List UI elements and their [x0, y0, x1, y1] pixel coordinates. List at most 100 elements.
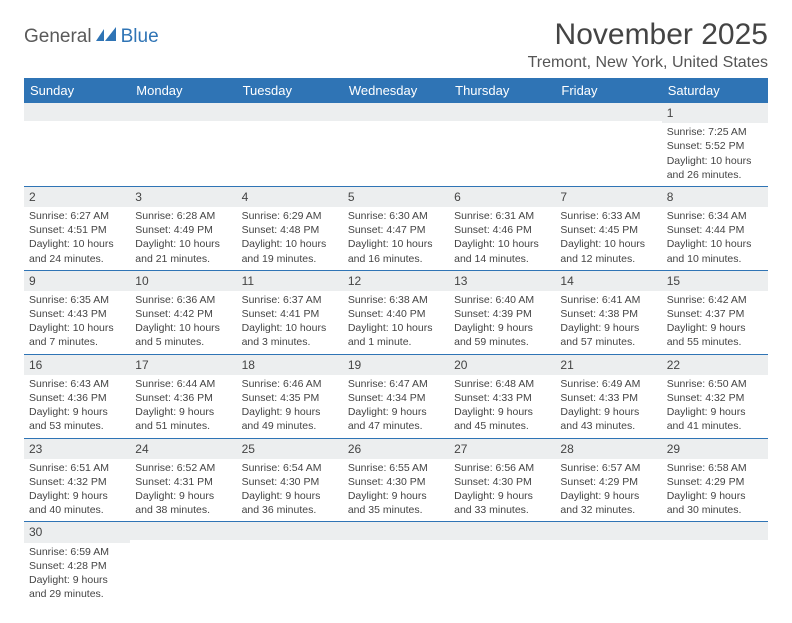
- daylight-text: Daylight: 9 hours and 59 minutes.: [454, 321, 550, 349]
- day-number: [343, 522, 449, 540]
- day-number: 19: [343, 355, 449, 375]
- calendar-day-cell: 9Sunrise: 6:35 AMSunset: 4:43 PMDaylight…: [24, 270, 130, 354]
- sunrise-text: Sunrise: 6:33 AM: [560, 209, 656, 223]
- day-number: 8: [662, 187, 768, 207]
- sunset-text: Sunset: 4:28 PM: [29, 559, 125, 573]
- weekday-header: Sunday: [24, 78, 130, 103]
- calendar-table: Sunday Monday Tuesday Wednesday Thursday…: [24, 78, 768, 605]
- daylight-text: Daylight: 9 hours and 43 minutes.: [560, 405, 656, 433]
- daylight-text: Daylight: 9 hours and 29 minutes.: [29, 573, 125, 601]
- daylight-text: Daylight: 9 hours and 33 minutes.: [454, 489, 550, 517]
- sunset-text: Sunset: 4:42 PM: [135, 307, 231, 321]
- sunrise-text: Sunrise: 6:50 AM: [667, 377, 763, 391]
- sunset-text: Sunset: 5:52 PM: [667, 139, 763, 153]
- day-details: Sunrise: 6:37 AMSunset: 4:41 PMDaylight:…: [237, 291, 343, 354]
- day-number: 3: [130, 187, 236, 207]
- sunset-text: Sunset: 4:29 PM: [667, 475, 763, 489]
- day-number: 18: [237, 355, 343, 375]
- calendar-day-cell: [662, 522, 768, 605]
- day-details: Sunrise: 6:44 AMSunset: 4:36 PMDaylight:…: [130, 375, 236, 438]
- day-number: [449, 103, 555, 121]
- location: Tremont, New York, United States: [528, 54, 768, 72]
- daylight-text: Daylight: 9 hours and 40 minutes.: [29, 489, 125, 517]
- day-number: 30: [24, 522, 130, 542]
- sunrise-text: Sunrise: 6:49 AM: [560, 377, 656, 391]
- calendar-day-cell: 3Sunrise: 6:28 AMSunset: 4:49 PMDaylight…: [130, 186, 236, 270]
- logo: General Blue: [24, 18, 159, 48]
- day-number: [662, 522, 768, 540]
- sunset-text: Sunset: 4:30 PM: [242, 475, 338, 489]
- sunrise-text: Sunrise: 6:36 AM: [135, 293, 231, 307]
- daylight-text: Daylight: 10 hours and 19 minutes.: [242, 237, 338, 265]
- calendar-day-cell: [343, 103, 449, 186]
- title-block: November 2025 Tremont, New York, United …: [528, 18, 768, 72]
- daylight-text: Daylight: 9 hours and 53 minutes.: [29, 405, 125, 433]
- sunrise-text: Sunrise: 6:44 AM: [135, 377, 231, 391]
- day-details: Sunrise: 6:56 AMSunset: 4:30 PMDaylight:…: [449, 459, 555, 522]
- daylight-text: Daylight: 9 hours and 57 minutes.: [560, 321, 656, 349]
- day-details: Sunrise: 6:33 AMSunset: 4:45 PMDaylight:…: [555, 207, 661, 270]
- sunset-text: Sunset: 4:49 PM: [135, 223, 231, 237]
- daylight-text: Daylight: 9 hours and 47 minutes.: [348, 405, 444, 433]
- sunset-text: Sunset: 4:51 PM: [29, 223, 125, 237]
- day-number: 17: [130, 355, 236, 375]
- sunrise-text: Sunrise: 6:46 AM: [242, 377, 338, 391]
- calendar-day-cell: 28Sunrise: 6:57 AMSunset: 4:29 PMDayligh…: [555, 438, 661, 522]
- calendar-day-cell: 7Sunrise: 6:33 AMSunset: 4:45 PMDaylight…: [555, 186, 661, 270]
- day-details: Sunrise: 6:51 AMSunset: 4:32 PMDaylight:…: [24, 459, 130, 522]
- header: General Blue November 2025 Tremont, New …: [24, 18, 768, 72]
- sunset-text: Sunset: 4:33 PM: [560, 391, 656, 405]
- calendar-week-row: 9Sunrise: 6:35 AMSunset: 4:43 PMDaylight…: [24, 270, 768, 354]
- sunset-text: Sunset: 4:30 PM: [348, 475, 444, 489]
- sunrise-text: Sunrise: 6:57 AM: [560, 461, 656, 475]
- day-number: 5: [343, 187, 449, 207]
- day-number: 21: [555, 355, 661, 375]
- sunrise-text: Sunrise: 6:51 AM: [29, 461, 125, 475]
- calendar-day-cell: 18Sunrise: 6:46 AMSunset: 4:35 PMDayligh…: [237, 354, 343, 438]
- calendar-day-cell: 20Sunrise: 6:48 AMSunset: 4:33 PMDayligh…: [449, 354, 555, 438]
- sunset-text: Sunset: 4:29 PM: [560, 475, 656, 489]
- day-number: [237, 522, 343, 540]
- daylight-text: Daylight: 10 hours and 12 minutes.: [560, 237, 656, 265]
- sunset-text: Sunset: 4:40 PM: [348, 307, 444, 321]
- calendar-day-cell: 21Sunrise: 6:49 AMSunset: 4:33 PMDayligh…: [555, 354, 661, 438]
- calendar-day-cell: 13Sunrise: 6:40 AMSunset: 4:39 PMDayligh…: [449, 270, 555, 354]
- day-number: 15: [662, 271, 768, 291]
- day-number: 6: [449, 187, 555, 207]
- daylight-text: Daylight: 10 hours and 26 minutes.: [667, 154, 763, 182]
- day-details: Sunrise: 6:52 AMSunset: 4:31 PMDaylight:…: [130, 459, 236, 522]
- sunset-text: Sunset: 4:39 PM: [454, 307, 550, 321]
- calendar-day-cell: 16Sunrise: 6:43 AMSunset: 4:36 PMDayligh…: [24, 354, 130, 438]
- sunrise-text: Sunrise: 6:56 AM: [454, 461, 550, 475]
- day-number: [130, 103, 236, 121]
- sunrise-text: Sunrise: 6:52 AM: [135, 461, 231, 475]
- daylight-text: Daylight: 10 hours and 1 minute.: [348, 321, 444, 349]
- day-number: [449, 522, 555, 540]
- day-number: 22: [662, 355, 768, 375]
- daylight-text: Daylight: 10 hours and 3 minutes.: [242, 321, 338, 349]
- daylight-text: Daylight: 10 hours and 16 minutes.: [348, 237, 444, 265]
- day-number: 10: [130, 271, 236, 291]
- day-number: 25: [237, 439, 343, 459]
- logo-text-blue: Blue: [121, 26, 159, 48]
- calendar-day-cell: 23Sunrise: 6:51 AMSunset: 4:32 PMDayligh…: [24, 438, 130, 522]
- day-number: [555, 522, 661, 540]
- weekday-header: Friday: [555, 78, 661, 103]
- day-details: Sunrise: 6:28 AMSunset: 4:49 PMDaylight:…: [130, 207, 236, 270]
- day-details: Sunrise: 6:55 AMSunset: 4:30 PMDaylight:…: [343, 459, 449, 522]
- day-number: 11: [237, 271, 343, 291]
- daylight-text: Daylight: 10 hours and 7 minutes.: [29, 321, 125, 349]
- day-details: Sunrise: 6:35 AMSunset: 4:43 PMDaylight:…: [24, 291, 130, 354]
- flag-icon: [96, 27, 118, 48]
- day-details: Sunrise: 6:42 AMSunset: 4:37 PMDaylight:…: [662, 291, 768, 354]
- day-details: Sunrise: 6:49 AMSunset: 4:33 PMDaylight:…: [555, 375, 661, 438]
- calendar-day-cell: 29Sunrise: 6:58 AMSunset: 4:29 PMDayligh…: [662, 438, 768, 522]
- calendar-day-cell: [449, 103, 555, 186]
- calendar-day-cell: [24, 103, 130, 186]
- day-number: 20: [449, 355, 555, 375]
- day-number: 13: [449, 271, 555, 291]
- calendar-day-cell: 24Sunrise: 6:52 AMSunset: 4:31 PMDayligh…: [130, 438, 236, 522]
- day-number: 2: [24, 187, 130, 207]
- calendar-week-row: 30Sunrise: 6:59 AMSunset: 4:28 PMDayligh…: [24, 522, 768, 605]
- sunset-text: Sunset: 4:31 PM: [135, 475, 231, 489]
